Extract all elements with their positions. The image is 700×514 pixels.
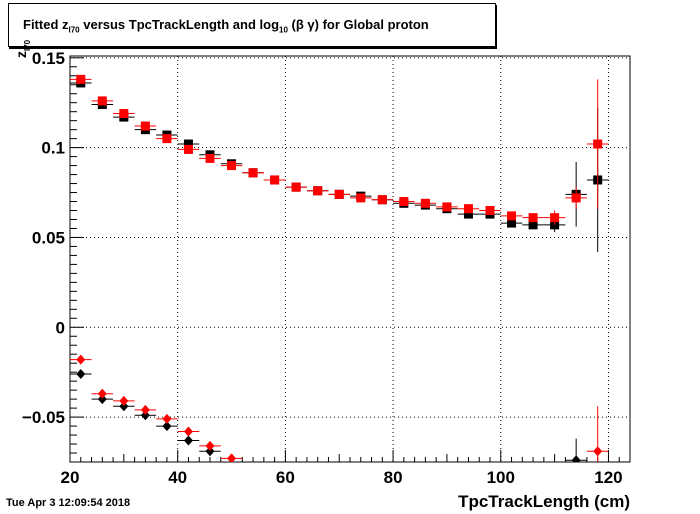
series-1 bbox=[70, 74, 609, 225]
data-point-diamond bbox=[183, 435, 193, 446]
data-point-square bbox=[205, 153, 215, 163]
title-suffix: (β γ) for Global proton bbox=[287, 17, 429, 32]
title-sub1: I70 bbox=[68, 25, 80, 35]
data-point-square bbox=[248, 168, 258, 178]
data-point-square bbox=[463, 204, 473, 214]
title-prefix: Fitted z bbox=[23, 17, 69, 32]
x-tick-label: 100 bbox=[487, 468, 515, 487]
data-point-diamond bbox=[162, 413, 172, 424]
data-point-square bbox=[76, 74, 86, 84]
data-point-diamond bbox=[183, 426, 193, 437]
data-point-square bbox=[97, 96, 107, 106]
data-point-diamond bbox=[140, 410, 150, 421]
data-point-square bbox=[140, 121, 150, 131]
y-tick-label: 0.15 bbox=[32, 49, 65, 68]
data-point-square bbox=[571, 193, 581, 203]
data-point-square bbox=[528, 220, 538, 230]
data-point-square bbox=[528, 213, 538, 223]
x-tick-label: 60 bbox=[276, 468, 295, 487]
x-tick-label: 120 bbox=[594, 468, 622, 487]
data-point-square bbox=[399, 197, 409, 207]
data-point-square bbox=[507, 218, 517, 228]
series-3 bbox=[70, 354, 609, 462]
data-point-diamond bbox=[162, 421, 172, 432]
data-point-square bbox=[550, 213, 560, 223]
data-point-square bbox=[227, 161, 237, 171]
datestamp: Tue Apr 3 12:09:54 2018 bbox=[6, 497, 131, 509]
data-point-diamond bbox=[119, 395, 129, 406]
x-tick-label: 20 bbox=[61, 468, 80, 487]
x-tick-label: 40 bbox=[168, 468, 187, 487]
data-point-square bbox=[377, 195, 387, 205]
data-point-square bbox=[291, 182, 301, 192]
data-point-square bbox=[119, 108, 129, 118]
data-point-diamond bbox=[97, 388, 107, 399]
title-sub2: 10 bbox=[279, 25, 288, 35]
data-point-diamond bbox=[227, 453, 237, 462]
data-point-square bbox=[270, 175, 280, 185]
series-0 bbox=[70, 78, 609, 252]
data-point-diamond bbox=[593, 446, 603, 457]
data-point-square bbox=[313, 186, 323, 196]
data-point-square bbox=[442, 202, 452, 212]
data-point-diamond bbox=[76, 368, 86, 379]
data-point-diamond bbox=[76, 354, 86, 365]
x-axis-label: TpcTrackLength (cm) bbox=[458, 492, 630, 511]
data-point-square bbox=[507, 211, 517, 221]
data-point-square bbox=[593, 139, 603, 149]
data-point-diamond bbox=[119, 401, 129, 412]
title-box: Fitted zI70 versus TpcTrackLength and lo… bbox=[8, 3, 496, 47]
chart-title: Fitted zI70 versus TpcTrackLength and lo… bbox=[23, 17, 429, 35]
x-tick-label: 80 bbox=[384, 468, 403, 487]
data-point-square bbox=[334, 189, 344, 199]
plot-frame bbox=[69, 55, 631, 463]
y-tick-label: −0.05 bbox=[22, 408, 65, 427]
y-tick-label: 0 bbox=[56, 318, 65, 337]
data-point-square bbox=[463, 209, 473, 219]
data-point-diamond bbox=[571, 455, 581, 462]
data-point-square bbox=[485, 205, 495, 215]
data-point-square bbox=[183, 139, 193, 149]
data-point-diamond bbox=[205, 440, 215, 451]
data-point-diamond bbox=[205, 446, 215, 457]
data-point-diamond bbox=[97, 394, 107, 405]
data-point-square bbox=[162, 134, 172, 144]
y-tick-label: 0.1 bbox=[41, 139, 65, 158]
y-tick-label: 0.05 bbox=[32, 228, 65, 247]
data-point-square bbox=[420, 198, 430, 208]
series-2 bbox=[70, 368, 587, 462]
title-middle: versus TpcTrackLength and log bbox=[79, 17, 280, 32]
data-point-diamond bbox=[140, 404, 150, 415]
data-point-square bbox=[183, 144, 193, 154]
data-point-square bbox=[356, 193, 366, 203]
